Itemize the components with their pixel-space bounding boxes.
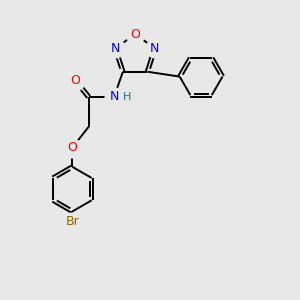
Text: N: N — [109, 91, 119, 103]
Text: H: H — [123, 92, 132, 102]
Text: O: O — [130, 28, 140, 40]
Text: Br: Br — [65, 215, 79, 228]
Text: O: O — [70, 74, 80, 87]
Text: N: N — [150, 42, 160, 55]
Text: N: N — [111, 42, 120, 55]
Text: O: O — [68, 141, 77, 154]
